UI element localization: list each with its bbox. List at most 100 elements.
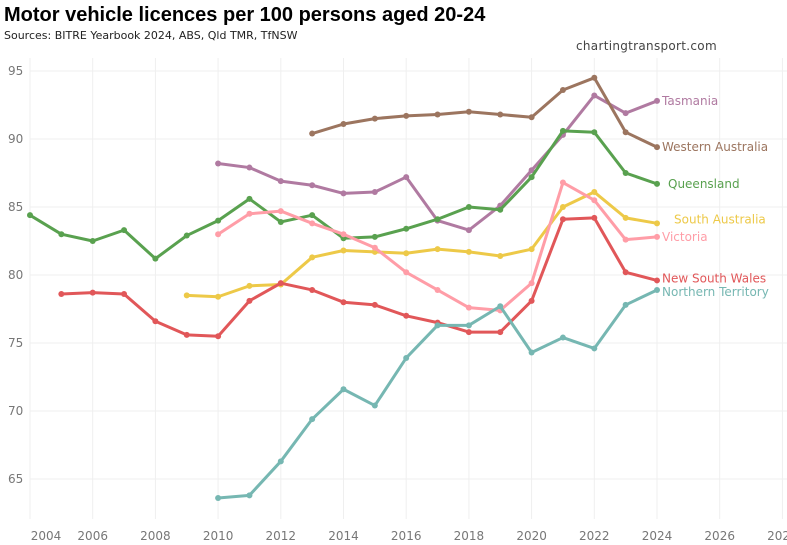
data-point bbox=[215, 293, 222, 300]
data-point bbox=[121, 227, 128, 234]
series-label: Western Australia bbox=[662, 140, 768, 154]
x-tick-label: 2004 bbox=[31, 529, 62, 543]
data-point bbox=[591, 189, 598, 196]
y-tick-label: 85 bbox=[8, 200, 23, 214]
chart-title: Motor vehicle licences per 100 persons a… bbox=[4, 4, 486, 26]
data-point bbox=[654, 286, 660, 293]
data-point bbox=[403, 269, 410, 276]
series-label: Queensland bbox=[668, 177, 740, 191]
y-tick-label: 90 bbox=[8, 132, 23, 146]
data-point bbox=[497, 111, 504, 118]
data-point bbox=[528, 349, 535, 356]
data-point bbox=[465, 304, 472, 311]
data-point bbox=[528, 246, 535, 253]
data-point bbox=[215, 160, 222, 167]
data-point bbox=[403, 312, 410, 319]
data-point bbox=[277, 458, 284, 465]
data-point bbox=[528, 280, 535, 287]
data-point bbox=[591, 92, 598, 99]
data-point bbox=[246, 164, 253, 171]
data-point bbox=[528, 167, 535, 174]
data-point bbox=[559, 179, 566, 186]
x-tick-label: 2020 bbox=[516, 529, 547, 543]
data-point bbox=[654, 220, 660, 227]
x-tick-label: 2022 bbox=[579, 529, 610, 543]
data-point bbox=[371, 233, 378, 240]
data-point bbox=[309, 130, 316, 137]
data-point bbox=[309, 220, 316, 227]
data-point bbox=[340, 231, 347, 238]
data-point bbox=[215, 217, 222, 224]
data-point bbox=[371, 244, 378, 251]
data-point bbox=[340, 190, 347, 197]
data-point bbox=[403, 354, 410, 361]
data-point bbox=[183, 292, 190, 299]
data-point bbox=[622, 170, 629, 176]
data-point bbox=[559, 87, 566, 94]
data-point bbox=[277, 208, 284, 215]
data-point bbox=[434, 216, 441, 223]
data-point bbox=[654, 144, 660, 151]
data-point bbox=[559, 216, 566, 223]
x-tick-label: 2008 bbox=[140, 529, 171, 543]
data-point bbox=[246, 492, 253, 499]
data-point bbox=[591, 197, 598, 204]
data-point bbox=[465, 204, 472, 210]
series-line-western-australia bbox=[311, 76, 658, 149]
data-point bbox=[559, 127, 566, 134]
y-tick-label: 65 bbox=[8, 472, 23, 486]
data-point bbox=[89, 289, 96, 296]
y-tick-label: 95 bbox=[8, 64, 23, 78]
data-point bbox=[183, 331, 190, 338]
data-point bbox=[121, 291, 128, 298]
data-point bbox=[277, 280, 284, 287]
x-tick-label: 2014 bbox=[328, 529, 359, 543]
data-point bbox=[434, 246, 441, 253]
data-point bbox=[654, 180, 660, 187]
data-point bbox=[434, 322, 441, 329]
x-tick-label: 2018 bbox=[454, 529, 485, 543]
x-tick-label: 2016 bbox=[391, 529, 422, 543]
data-point bbox=[309, 254, 316, 261]
data-point bbox=[246, 210, 253, 217]
data-point bbox=[309, 286, 316, 293]
x-tick-label: 2012 bbox=[266, 529, 297, 543]
series-line-south-australia bbox=[186, 190, 658, 299]
series-line-new-south-wales bbox=[61, 216, 658, 338]
data-point bbox=[27, 212, 33, 219]
data-point bbox=[309, 212, 316, 219]
data-point bbox=[215, 231, 222, 238]
data-point bbox=[371, 115, 378, 122]
data-point bbox=[591, 74, 598, 81]
data-point bbox=[622, 129, 629, 136]
data-point bbox=[340, 121, 347, 128]
data-point bbox=[622, 214, 629, 221]
data-point bbox=[309, 416, 316, 423]
data-point bbox=[654, 233, 660, 240]
series-label: Victoria bbox=[662, 230, 708, 244]
x-tick-label: 2010 bbox=[203, 529, 234, 543]
series-label: New South Wales bbox=[662, 271, 766, 285]
data-point bbox=[465, 248, 472, 255]
data-point bbox=[246, 297, 253, 304]
data-point bbox=[622, 269, 629, 276]
credit-text: chartingtransport.com bbox=[576, 39, 717, 53]
data-point bbox=[497, 329, 504, 336]
series-label: South Australia bbox=[674, 212, 766, 226]
data-point bbox=[215, 333, 222, 340]
data-point bbox=[89, 238, 96, 244]
data-point bbox=[622, 236, 629, 243]
data-point bbox=[465, 329, 472, 336]
series-label: Northern Territory bbox=[662, 285, 769, 299]
data-point bbox=[654, 277, 660, 284]
data-point bbox=[497, 252, 504, 259]
data-point bbox=[465, 322, 472, 329]
data-point bbox=[434, 286, 441, 293]
data-point bbox=[152, 255, 159, 262]
data-point bbox=[277, 178, 284, 185]
data-point bbox=[591, 129, 598, 136]
data-point bbox=[371, 189, 378, 196]
data-point bbox=[591, 214, 598, 221]
